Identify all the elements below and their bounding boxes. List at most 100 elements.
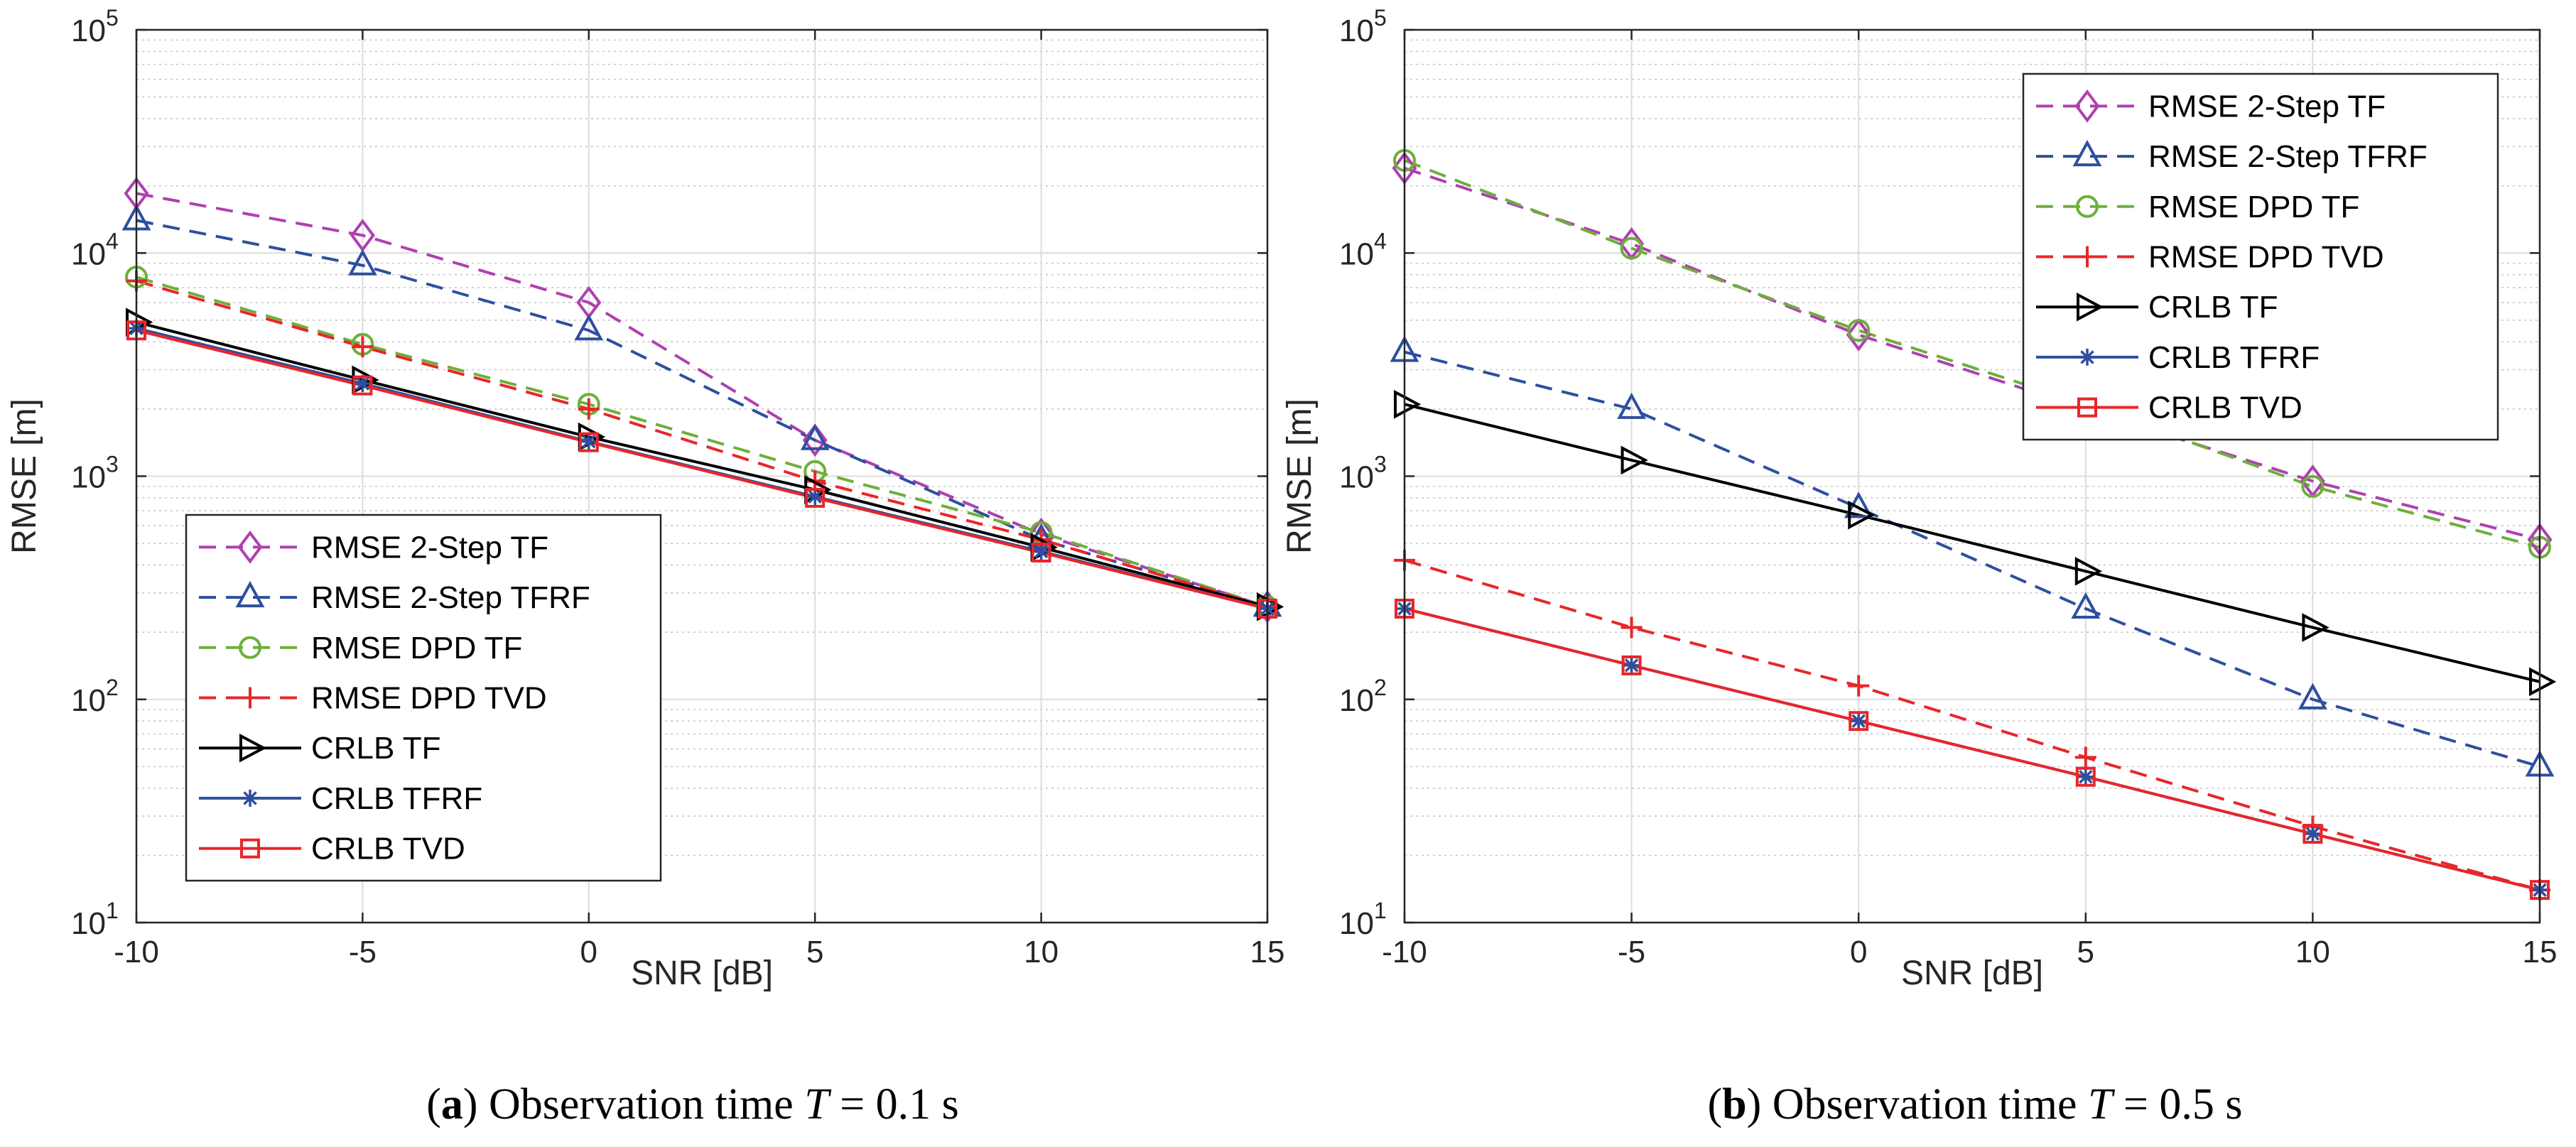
series-1 [1404, 350, 2540, 768]
y-tick-label: 105 [1339, 5, 1387, 48]
series-3 [136, 279, 1268, 609]
legend-item-1: RMSE 2-Step TFRF [199, 580, 590, 615]
legend-item-5: CRLB TFRF [199, 781, 482, 816]
caption-variable: T [804, 1080, 832, 1129]
series-line-3 [136, 279, 1268, 609]
legend: RMSE 2-Step TF RMSE 2-Step TFRF RMSE DPD T… [2022, 72, 2499, 441]
legend-label-1: RMSE 2-Step TFRF [2148, 139, 2428, 174]
point-1-5-1 [1623, 656, 1640, 674]
legend-item-2: RMSE DPD TF [199, 631, 522, 665]
series-line-3 [1404, 558, 2540, 892]
point-0-3-2 [578, 398, 600, 420]
legend: RMSE 2-Step TF RMSE 2-Step TFRF RMSE DPD T… [185, 513, 662, 882]
legend-marker-4 [239, 733, 267, 763]
x-tick-label: 0 [1850, 935, 1867, 969]
point-1-1-3 [2071, 592, 2101, 619]
point-1-4-3 [2074, 557, 2103, 586]
y-tick-exponent: 4 [106, 228, 119, 254]
point-1-5-2 [1850, 712, 1868, 730]
y-tick-base: 10 [1339, 460, 1374, 495]
y-tick-label: 102 [1339, 675, 1387, 718]
legend-marker-5 [242, 789, 259, 807]
y-tick-exponent: 4 [1374, 228, 1387, 254]
point-1-4-1 [1620, 445, 1648, 475]
markers-4 [1394, 389, 2557, 697]
y-tick-label: 103 [71, 452, 119, 495]
markers-3 [1394, 549, 2550, 901]
point-0-1-3 [800, 423, 830, 450]
series-line-2 [1404, 158, 2540, 549]
legend-marker-6 [2077, 397, 2097, 418]
point-1-4-5 [2529, 667, 2557, 697]
legend-item-4: CRLB TF [199, 731, 441, 766]
legend-label-4: CRLB TF [2148, 290, 2278, 325]
point-0-5-3 [806, 488, 824, 506]
y-tick-exponent: 5 [106, 5, 119, 31]
y-tick-label: 101 [1339, 898, 1387, 941]
y-tick-base: 10 [1339, 237, 1374, 271]
point-0-5-2 [580, 433, 597, 450]
legend-marker-3 [2077, 246, 2098, 268]
caption-text: Observation time [489, 1080, 804, 1129]
y-tick-exponent: 1 [1374, 898, 1387, 923]
legend-marker-0 [237, 531, 263, 564]
legend-item-0: RMSE 2-Step TF [2036, 89, 2386, 124]
legend-label-2: RMSE DPD TF [311, 631, 522, 665]
caption-paren-close: ) [463, 1080, 489, 1129]
series-2 [136, 276, 1268, 609]
y-tick-exponent: 3 [1374, 452, 1387, 477]
series-2 [1404, 158, 2540, 549]
legend-label-6: CRLB TVD [311, 832, 465, 866]
legend-label-6: CRLB TVD [2148, 391, 2302, 425]
y-tick-base: 10 [1339, 683, 1374, 718]
legend-marker-0 [2074, 89, 2100, 123]
y-axis-label: RMSE [m] [1281, 398, 1319, 554]
point-0-6-2 [578, 432, 599, 452]
legend-item-6: CRLB TVD [199, 832, 465, 866]
point-0-3-1 [352, 336, 374, 358]
x-tick-label: 5 [806, 935, 823, 969]
point-0-6-4 [1031, 542, 1051, 562]
series-line-4 [136, 320, 1268, 609]
point-0-0-3 [802, 423, 828, 457]
legend-marker-4 [2077, 292, 2104, 322]
x-tick-label: 15 [1250, 935, 1285, 969]
legend-item-4: CRLB TF [2036, 290, 2278, 325]
legend-item-0: RMSE 2-Step TF [199, 530, 548, 565]
y-tick-base: 10 [71, 906, 106, 941]
legend-item-5: CRLB TFRF [2036, 340, 2320, 375]
y-tick-exponent: 5 [1374, 5, 1387, 31]
legend-label-1: RMSE 2-Step TFRF [311, 580, 590, 615]
point-1-4-2 [1848, 500, 1876, 530]
legend-label-0: RMSE 2-Step TF [311, 530, 548, 565]
legend-marker-5 [2079, 348, 2096, 366]
point-1-2-1 [1620, 237, 1643, 260]
caption-letter: a [441, 1080, 463, 1129]
y-tick-label: 102 [71, 675, 119, 718]
legend-label-0: RMSE 2-Step TF [2148, 89, 2386, 124]
series-line-6 [136, 329, 1268, 610]
legend-marker-3 [239, 687, 261, 709]
x-tick-label: -10 [114, 935, 159, 969]
series-line-2 [136, 276, 1268, 609]
series-line-0 [1404, 166, 2540, 541]
panel-caption: (b) Observation time T = 0.5 s [1707, 1080, 2242, 1129]
y-tick-exponent: 3 [106, 452, 119, 477]
y-tick-exponent: 2 [106, 675, 119, 700]
y-axis-label: RMSE [m] [6, 398, 43, 554]
point-0-6-3 [805, 487, 826, 508]
caption-value: = 0.5 s [2112, 1080, 2242, 1129]
y-tick-base: 10 [71, 460, 106, 495]
y-tick-base: 10 [71, 683, 106, 718]
legend-marker-2 [239, 636, 261, 659]
caption-paren-open: ( [1707, 1080, 1722, 1129]
point-1-4-4 [2302, 613, 2329, 642]
x-axis-label: SNR [dB] [1901, 955, 2043, 992]
legend-marker-1 [2072, 139, 2102, 167]
x-tick-label: 10 [1024, 935, 1059, 969]
point-1-1-4 [2298, 683, 2327, 710]
point-0-5-1 [354, 375, 372, 393]
